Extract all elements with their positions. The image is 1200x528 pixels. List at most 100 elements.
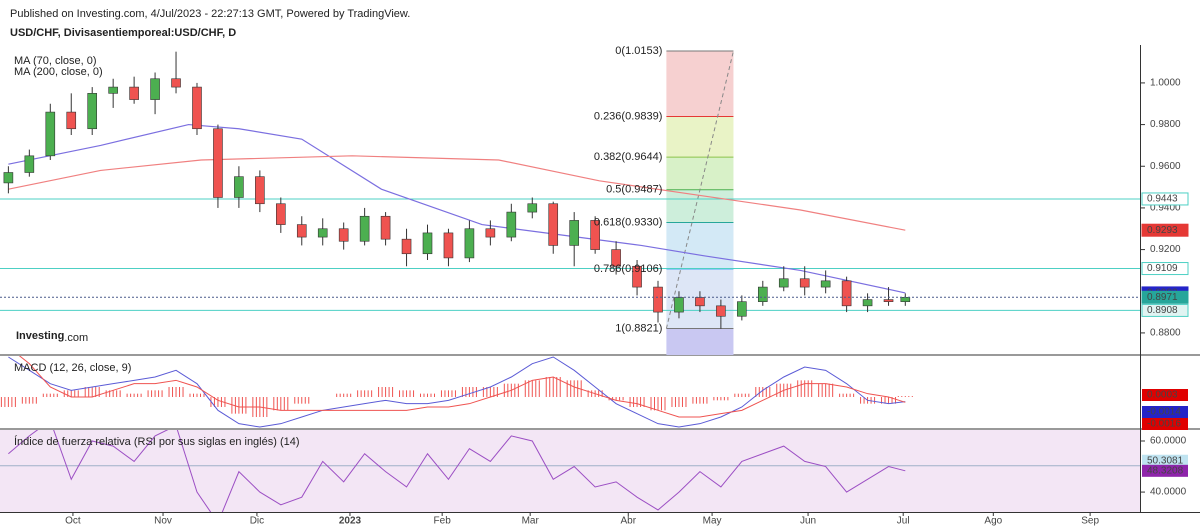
x-tick-label: Sep (1081, 516, 1099, 527)
candle-body (87, 93, 98, 130)
candle-body (778, 278, 789, 288)
price-tag-label: 0.8908 (1147, 305, 1178, 316)
candle-body (841, 280, 852, 307)
price-tag-label: 0.9443 (1147, 194, 1178, 205)
candle-body (108, 86, 118, 94)
candle-body (3, 172, 14, 184)
x-tick-label: 2023 (339, 516, 362, 527)
candle-body (548, 203, 559, 246)
legend-entry: MA (70, close, 0) (14, 55, 97, 67)
rsi-title: Índice de fuerza relativa (RSI por sus s… (14, 435, 300, 448)
price-tag (1141, 262, 1189, 276)
macd-pane (0, 356, 913, 428)
candle-body (296, 224, 307, 238)
y-tick-label: 0.8800 (1150, 328, 1181, 339)
macd-title: MACD (12, 26, close, 9) (14, 362, 131, 374)
fib-label: 0.5(0.9487) (606, 184, 662, 196)
candle-body (900, 296, 911, 302)
macd-line (8, 356, 906, 428)
ma-line (8, 155, 906, 231)
x-tick-label: Abr (620, 516, 636, 527)
candle-body (45, 111, 56, 157)
rsi-tick-label: 40.0000 (1150, 487, 1187, 498)
candle-body (171, 78, 181, 88)
fib-label: 0(1.0153) (615, 45, 662, 57)
candle-body (695, 297, 705, 307)
fib-band (666, 328, 734, 355)
publisher: Published on Investing.com, 4/Jul/2023 -… (10, 8, 410, 20)
macd-tag (1142, 418, 1188, 430)
fib-label: 0.786(0.9106) (594, 263, 663, 275)
x-tick-label: Ago (984, 516, 1002, 527)
x-tick-label: Feb (434, 516, 452, 527)
candle-body (359, 215, 370, 242)
macd-tag-label: -0.0016 (1147, 419, 1181, 430)
candle-body (443, 232, 454, 259)
rsi-pane (0, 430, 1140, 512)
x-tick-label: May (703, 516, 722, 527)
candle-body (674, 297, 684, 313)
fib-label: 0.382(0.9644) (594, 151, 663, 163)
x-tick-label: Mar (522, 516, 540, 527)
rsi-tag-label: 50.3081 (1147, 455, 1184, 466)
candle-body (820, 280, 831, 288)
main-pane (0, 50, 1140, 355)
y-tick-label: 0.9600 (1150, 161, 1181, 172)
candle-body (527, 203, 538, 213)
candle-body (716, 305, 726, 317)
chart-title: USD/CHF, Divisasentiemporeal:USD/CHF, D (10, 27, 236, 39)
candle-body (632, 265, 642, 288)
rsi-tag (1142, 464, 1188, 477)
candle-body (66, 111, 77, 130)
y-tick-label: 0.9400 (1150, 203, 1181, 214)
candle-body (485, 228, 496, 238)
candle-body (862, 299, 873, 307)
fib-band (666, 189, 734, 223)
macd-tag-label: 0.0003 (1147, 390, 1178, 401)
fib-band (666, 222, 734, 270)
logo-suffix: .com (64, 332, 88, 344)
macd-tag (1142, 406, 1188, 418)
candle-body (276, 203, 286, 225)
macd-tag (1142, 389, 1188, 401)
fib-label: 0.618(0.9330) (594, 216, 663, 228)
candle-body (213, 128, 223, 198)
price-tag-label: 0.9109 (1147, 263, 1178, 274)
candle-body (611, 249, 621, 267)
candle-body (317, 228, 328, 238)
rsi-tag-label: 48.3208 (1147, 465, 1184, 476)
candle-body (150, 78, 160, 100)
ma-line (8, 123, 906, 294)
candle-body (569, 220, 579, 246)
candle-body (883, 299, 894, 302)
price-tag (1141, 192, 1189, 206)
rsi-tick-label: 60.0000 (1150, 436, 1187, 447)
x-tick-label: Jul (897, 516, 910, 527)
candle-body (234, 176, 244, 198)
candle-body (590, 220, 600, 250)
fib-band (666, 157, 734, 190)
candle-body (24, 155, 35, 173)
candle-body (422, 232, 433, 255)
candle-body (129, 86, 139, 100)
candle-body (464, 228, 475, 259)
legend-entry: MA (200, close, 0) (14, 66, 103, 78)
macd-tag-label: -0.0014 (1147, 407, 1181, 418)
price-tag (1141, 303, 1189, 317)
rsi-tag (1142, 454, 1188, 467)
signal-line (18, 356, 906, 418)
rsi-line (8, 430, 906, 512)
logo: Investing (16, 330, 64, 342)
fib-label: 1(0.8821) (615, 322, 662, 334)
candle-body (653, 286, 663, 313)
fib-band (666, 51, 734, 117)
candle-body (799, 278, 810, 288)
candle-body (192, 86, 202, 130)
y-tick-label: 0.9800 (1150, 119, 1181, 130)
x-tick-label: Jun (800, 516, 816, 527)
fib-trend (665, 50, 734, 329)
candle-body (338, 228, 349, 242)
fib-label: 0.236(0.9839) (594, 110, 663, 122)
candle-body (255, 176, 265, 205)
